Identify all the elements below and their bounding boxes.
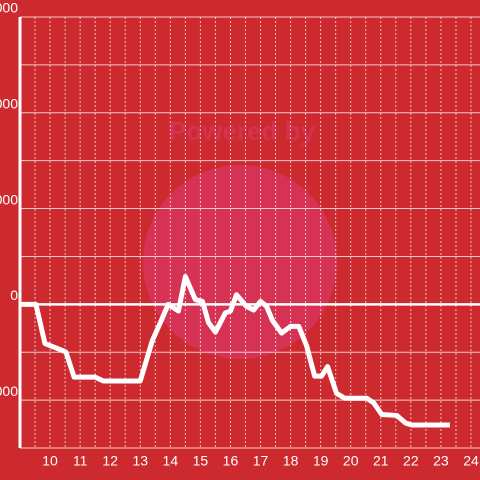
x-tick-label: 15 (193, 453, 209, 469)
x-tick-label: 19 (313, 453, 329, 469)
x-tick-label: 12 (102, 453, 118, 469)
x-tick-label: 11 (73, 453, 88, 469)
x-tick-label: 17 (253, 453, 269, 469)
x-tick-label: 14 (163, 453, 179, 469)
x-tick-label: 10 (42, 453, 58, 469)
x-tick-label: 20 (343, 453, 359, 469)
x-tick-label: 18 (283, 453, 299, 469)
x-tick-label: 22 (403, 453, 419, 469)
y-tick-label: 3,000 (0, 0, 18, 16)
y-tick-label: 0 (10, 287, 18, 303)
x-tick-label: 16 (223, 453, 239, 469)
watermark-text: Powered by (169, 116, 315, 146)
x-tick-label: 21 (373, 453, 389, 469)
x-tick-label: 24 (463, 453, 479, 469)
y-tick-label: 1,000 (0, 191, 18, 207)
x-tick-label: 13 (132, 453, 148, 469)
x-tick-label: 23 (433, 453, 449, 469)
y-tick-label: -1,000 (0, 383, 18, 399)
watermark-logo (143, 165, 337, 359)
y-tick-label: 2,000 (0, 95, 18, 111)
data-line (20, 274, 450, 428)
